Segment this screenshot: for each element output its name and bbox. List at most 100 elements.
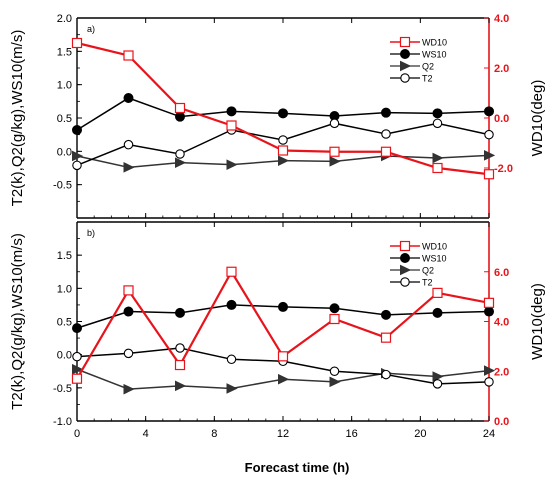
data-point-wd10 — [174, 359, 186, 371]
legend-label-wd10: WD10 — [422, 242, 447, 252]
right-y-tick-label: -2.0 — [494, 163, 513, 175]
data-point-q2 — [432, 371, 444, 382]
legend-marker-t2 — [400, 73, 410, 83]
data-point-t2 — [484, 129, 494, 140]
x-tick-label: 12 — [277, 428, 289, 440]
legend-marker-ws10 — [400, 253, 410, 263]
data-point-q2 — [278, 373, 290, 385]
panel-b: -1.0 -0.5 0.0 0.5 1.0 1.5 0.0 2.0 4.0 6.0 0 4 8 12 16 2… — [9, 221, 546, 440]
data-point-wd10 — [226, 266, 237, 277]
data-point-wd10 — [123, 285, 134, 296]
data-point-t2 — [329, 366, 340, 376]
panel-a: -0.5 0.0 0.5 1.0 1.5 2.0 -2.0 0.0 2.0 4.0 T2(k),Q2… — [9, 13, 546, 219]
data-point-wd10 — [432, 287, 443, 298]
data-point-ws10 — [123, 306, 134, 317]
data-point-q2 — [329, 156, 341, 167]
right-y-axis-title: WD10(deg) — [529, 283, 546, 360]
data-point-wd10 — [123, 50, 134, 61]
legend-marker-t2 — [400, 277, 410, 287]
data-point-t2 — [484, 377, 494, 387]
data-point-wd10 — [71, 37, 83, 49]
data-point-t2 — [123, 139, 134, 150]
legend-label-wd10: WD10 — [422, 38, 447, 48]
legend-marker-q2 — [400, 264, 412, 276]
data-point-ws10 — [278, 301, 288, 312]
data-point-t2 — [432, 118, 443, 129]
data-point-ws10 — [432, 307, 443, 318]
legend-label-ws10: WS10 — [422, 254, 447, 264]
legend-label-t2: T2 — [422, 74, 433, 84]
left-y-axis-title: T2(k),Q2(g/kg),WS10(m/s) — [9, 233, 26, 410]
data-point-ws10 — [484, 306, 494, 317]
data-point-ws10 — [381, 107, 391, 118]
data-point-t2 — [123, 348, 134, 359]
left-y-tick-label: -0.5 — [53, 383, 72, 395]
left-y-tick-label: 0.0 — [57, 350, 72, 362]
data-point-wd10 — [226, 120, 237, 131]
data-point-t2 — [175, 149, 185, 159]
data-point-wd10 — [483, 169, 495, 180]
panel-label: b) — [87, 228, 95, 238]
data-point-q2 — [72, 150, 84, 162]
data-point-q2 — [484, 150, 496, 161]
left-y-tick-label: 1.0 — [57, 283, 72, 295]
data-point-ws10 — [175, 307, 185, 318]
data-point-q2 — [278, 155, 290, 166]
data-point-q2 — [484, 365, 496, 376]
data-point-t2 — [175, 343, 185, 353]
data-point-q2 — [123, 383, 135, 395]
legend-label-q2: Q2 — [422, 62, 434, 72]
data-point-ws10 — [175, 111, 185, 122]
data-point-q2 — [175, 157, 187, 168]
data-point-ws10 — [226, 299, 237, 310]
data-point-q2 — [226, 159, 238, 170]
x-tick-label: 16 — [346, 428, 358, 440]
x-tick-label: 20 — [414, 428, 426, 440]
data-point-wd10 — [174, 102, 186, 114]
data-point-wd10 — [329, 313, 340, 325]
data-point-wd10 — [277, 145, 289, 156]
data-point-wd10 — [432, 162, 443, 174]
right-y-tick-label: 0.0 — [494, 416, 509, 428]
data-point-wd10 — [329, 146, 340, 157]
legend-marker-ws10 — [400, 49, 410, 59]
data-point-ws10 — [329, 303, 340, 314]
legend-label-q2: Q2 — [422, 266, 434, 276]
data-point-q2 — [226, 383, 238, 394]
x-tick-label: 24 — [483, 428, 495, 440]
data-point-ws10 — [484, 106, 494, 117]
left-y-axis-title: T2(k),Q2(g/kg),WS10(m/s) — [9, 30, 26, 207]
data-point-ws10 — [381, 309, 391, 320]
right-y-axis-title: WD10(deg) — [529, 80, 546, 157]
right-y-tick-label: 6.0 — [494, 267, 509, 279]
x-tick-label: 8 — [211, 428, 217, 440]
data-point-t2 — [432, 379, 443, 389]
data-point-q2 — [175, 380, 187, 392]
legend-marker-q2 — [400, 60, 412, 72]
data-point-q2 — [329, 376, 341, 388]
right-y-tick-label: 0.0 — [494, 113, 509, 125]
data-point-wd10 — [71, 373, 83, 384]
left-y-tick-label: -0.5 — [53, 180, 72, 192]
left-y-tick-label: 0.5 — [57, 317, 72, 329]
panel-label: a) — [87, 24, 95, 34]
x-tick-label: 0 — [74, 428, 80, 440]
right-y-tick-label: 4.0 — [494, 13, 509, 25]
legend-label-ws10: WS10 — [422, 50, 447, 60]
left-y-tick-label: -1.0 — [53, 416, 72, 428]
right-y-tick-label: 2.0 — [494, 366, 509, 378]
left-y-tick-label: 2.0 — [57, 13, 72, 25]
left-y-tick-label: 0.5 — [57, 113, 72, 125]
left-y-tick-label: 1.0 — [57, 80, 72, 92]
data-point-ws10 — [72, 323, 82, 334]
data-point-wd10 — [380, 146, 392, 157]
data-point-ws10 — [72, 125, 82, 135]
legend-label-t2: T2 — [422, 278, 433, 288]
data-point-ws10 — [278, 108, 288, 119]
data-point-t2 — [72, 160, 82, 171]
data-point-t2 — [329, 118, 340, 129]
right-y-tick-label: 4.0 — [494, 317, 509, 329]
data-point-q2 — [432, 152, 444, 164]
data-point-t2 — [226, 354, 237, 365]
